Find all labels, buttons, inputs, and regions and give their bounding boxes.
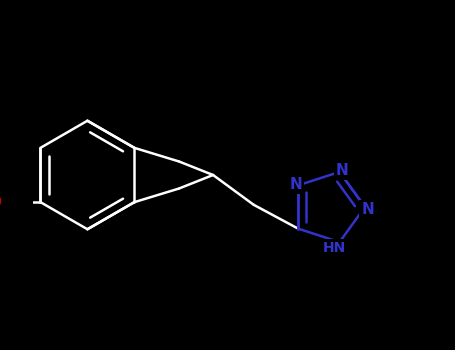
Text: O: O [0, 195, 1, 210]
Text: N: N [361, 202, 374, 217]
Text: N: N [289, 177, 302, 192]
Text: N: N [336, 163, 349, 178]
Text: HN: HN [323, 240, 346, 254]
